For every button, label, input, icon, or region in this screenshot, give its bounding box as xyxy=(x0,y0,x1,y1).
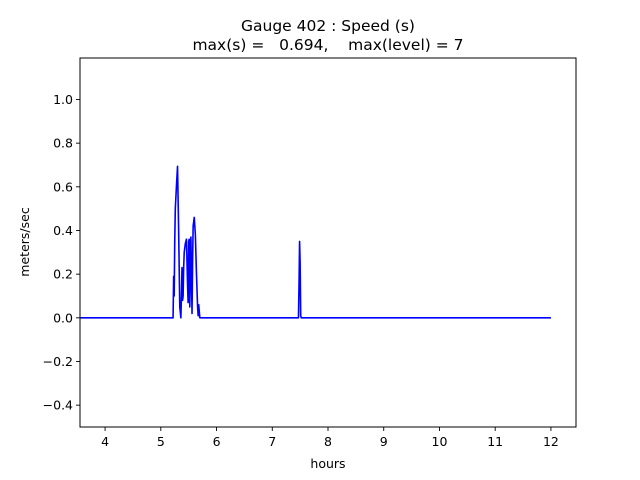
y-axis-label: meters/sec xyxy=(17,207,32,277)
x-tick-label-8: 8 xyxy=(324,434,332,449)
chart-title: Gauge 402 : Speed (s) xyxy=(241,17,415,35)
axes-frame xyxy=(79,57,577,428)
x-tick-label-11: 11 xyxy=(487,434,503,449)
x-tick-label-10: 10 xyxy=(432,434,448,449)
x-tick-label-6: 6 xyxy=(213,434,221,449)
x-tick-label-9: 9 xyxy=(380,434,388,449)
y-tick-label-2: 0.0 xyxy=(53,310,73,325)
x-tick-label-12: 12 xyxy=(543,434,559,449)
x-tick-label-7: 7 xyxy=(268,434,276,449)
y-tick-label-3: 0.2 xyxy=(53,267,73,282)
x-tick-label-4: 4 xyxy=(101,434,109,449)
y-tick-label-0: −0.4 xyxy=(43,398,73,413)
x-axis-label: hours xyxy=(310,456,345,471)
y-tick-label-5: 0.6 xyxy=(53,179,73,194)
y-tick-label-4: 0.4 xyxy=(53,223,73,238)
series-line-0 xyxy=(80,165,551,319)
y-tick-label-7: 1.0 xyxy=(53,92,73,107)
y-tick-label-1: −0.2 xyxy=(43,354,73,369)
plot-area: 4 5 6 7 8 9 10 11 12 −0.4 −0.2 0.0 0.2 0.4 0.6 0.8 1.0 xyxy=(43,57,577,449)
x-tick-label-5: 5 xyxy=(157,434,165,449)
chart-subtitle: max(s) = 0.694, max(level) = 7 xyxy=(192,36,463,54)
y-tick-label-6: 0.8 xyxy=(53,136,73,151)
